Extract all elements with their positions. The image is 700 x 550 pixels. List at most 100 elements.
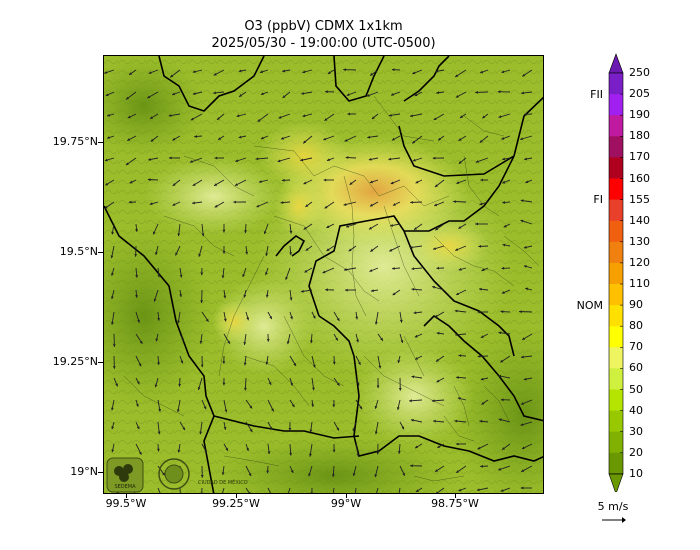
wind-arrow-head: [480, 335, 484, 338]
colorbar-tick-label: 90: [629, 298, 643, 312]
wind-arrow-head: [391, 93, 394, 96]
wind-arrow-head: [136, 403, 139, 407]
wind-arrow-head: [411, 287, 415, 291]
wind-arrow-head: [523, 377, 527, 381]
wind-arrow-head: [520, 219, 524, 223]
wind-arrow-head: [235, 159, 239, 162]
wind-arrow-head: [199, 431, 203, 435]
wind-arrow-head: [249, 429, 253, 432]
wind-arrow-head: [412, 71, 416, 75]
wind-arrow-head: [199, 341, 203, 344]
wind-arrow-head: [305, 204, 309, 207]
wind-arrow-head: [111, 296, 114, 300]
wind-arrow-head: [500, 489, 504, 492]
wind-arrow-head: [480, 178, 483, 182]
wind-arrow-head: [246, 317, 250, 321]
wind-arrow-head: [162, 472, 165, 476]
wind-arrow-head: [192, 201, 195, 205]
wind-arrow-head: [309, 453, 312, 457]
wind-arrow-head: [243, 294, 247, 298]
wind-arrow-head: [249, 405, 253, 409]
wind-arrow-head: [157, 274, 161, 278]
wind-arrow-head: [324, 118, 328, 121]
wind-arrow-head: [147, 178, 151, 182]
wind-arrow-head: [138, 363, 142, 367]
wind-arrow-head: [454, 419, 458, 423]
wind-arrow-head: [312, 315, 316, 319]
wind-arrow-head: [434, 314, 438, 318]
ozone-peak-center: [274, 176, 324, 236]
wind-arrow-head: [415, 357, 419, 360]
wind-arrow-head: [280, 201, 284, 204]
wind-arrow-head: [371, 289, 374, 293]
wind-arrow-head: [346, 224, 349, 228]
y-tick-mark: [98, 252, 103, 253]
colorbar-tick-label: 155: [629, 192, 650, 206]
wind-arrow-head: [356, 339, 359, 343]
wind-arrow-head: [310, 340, 313, 344]
wind-arrow-head: [192, 92, 196, 95]
sedema-logo: SEDEMA: [106, 457, 144, 493]
wind-arrow-head: [455, 95, 459, 98]
colorbar-band: [609, 368, 623, 390]
wind-arrow-head: [436, 91, 440, 95]
wind-arrow-head: [225, 447, 228, 451]
wind-arrow-head: [172, 92, 175, 96]
wind-arrow-head: [438, 137, 441, 141]
wind-arrow-head: [433, 419, 436, 423]
wind-arrow-shaft: [245, 487, 250, 493]
colorbar-tick-label: 120: [629, 255, 650, 269]
wind-arrow-head: [524, 112, 527, 116]
wind-arrow-head: [239, 94, 243, 97]
wind-arrow-head: [255, 157, 259, 161]
wind-arrow-head: [435, 69, 439, 73]
wind-arrow-head: [433, 117, 437, 120]
wind-arrow-head: [453, 200, 456, 203]
wind-arrow-head: [396, 407, 400, 410]
x-tick-mark: [346, 494, 347, 498]
wind-arrow-head: [331, 474, 335, 477]
wind-arrow-head: [134, 254, 138, 257]
wind-arrow-head: [172, 203, 176, 206]
x-tick-mark: [236, 494, 237, 498]
y-tick-mark: [98, 472, 103, 473]
wind-arrow-head: [126, 96, 129, 100]
wind-arrow-head: [139, 340, 143, 344]
wind-arrow-head: [413, 311, 417, 315]
wind-arrow-head: [289, 230, 293, 234]
wind-arrow-head: [242, 274, 246, 277]
wind-reference-label: 5 m/s: [597, 500, 629, 513]
wind-arrow-head: [436, 331, 440, 335]
x-tick-mark: [126, 494, 127, 498]
wind-arrow-head: [524, 157, 527, 161]
cdmx-logo: CIUDAD DE MÉXICO: [158, 458, 248, 490]
wind-arrow-head: [282, 95, 286, 98]
wind-arrow-head: [479, 287, 482, 291]
wind-arrow-head: [233, 200, 236, 204]
wind-arrow-head: [303, 181, 307, 185]
wind-arrow-head: [352, 473, 356, 476]
wind-arrow-head: [290, 382, 293, 386]
wind-arrow-head: [457, 397, 461, 400]
wind-arrow-head: [367, 135, 371, 139]
colorbar-tick-label: 20: [629, 445, 643, 459]
wind-arrow-head: [500, 359, 504, 363]
wind-arrow-head: [157, 318, 160, 321]
wind-arrow-head: [401, 426, 404, 430]
wind-arrow-head: [390, 181, 394, 185]
wind-arrow-head: [217, 117, 220, 120]
wind-arrow-head: [265, 272, 268, 276]
colorbar-band: [609, 241, 623, 264]
colorbar-tick-label: 80: [629, 319, 643, 333]
wind-arrow-head: [476, 488, 480, 492]
wind-arrow-head: [190, 117, 194, 121]
wind-arrow-head: [107, 113, 110, 117]
wind-arrow-head: [125, 162, 129, 166]
wind-arrow-head: [370, 203, 373, 207]
wind-arrow-head: [343, 203, 347, 206]
wind-arrow-head: [410, 201, 413, 204]
wind-arrow-head: [285, 276, 288, 280]
wind-arrow-head: [150, 138, 154, 142]
colorbar-tick-label: 190: [629, 108, 650, 122]
wind-arrow-head: [236, 114, 240, 118]
